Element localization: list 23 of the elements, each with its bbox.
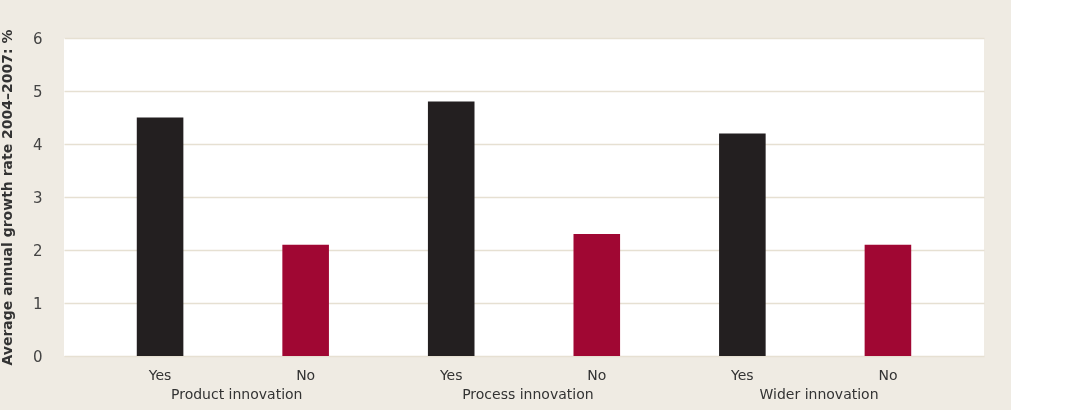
text: Product innovation <box>170 386 303 402</box>
bar <box>427 101 475 356</box>
bar <box>282 244 329 356</box>
y-tick-label: 3 <box>32 188 43 207</box>
y-tick-label: 6 <box>32 29 43 48</box>
y-tick-label: 0 <box>32 347 43 366</box>
bar <box>864 244 912 356</box>
text: Wider innovation <box>759 386 879 402</box>
x-tick-label: No <box>878 366 898 383</box>
y-axis-title: Average annual growth rate 2004–2007: % <box>0 29 15 366</box>
bar <box>719 133 766 356</box>
y-tick-label: 1 <box>32 294 43 313</box>
x-tick-label: Yes <box>438 366 463 383</box>
x-tick-label: No <box>296 366 316 383</box>
y-tick-label: 4 <box>32 135 43 154</box>
x-tick-label: Yes <box>730 366 754 383</box>
text: Process innovation <box>462 386 594 402</box>
x-tick-label: No <box>587 366 607 383</box>
bar <box>573 234 621 356</box>
bar <box>136 117 184 356</box>
y-tick-label: 5 <box>32 82 43 101</box>
x-tick-label: Yes <box>147 366 172 383</box>
y-tick-label: 2 <box>32 241 43 260</box>
